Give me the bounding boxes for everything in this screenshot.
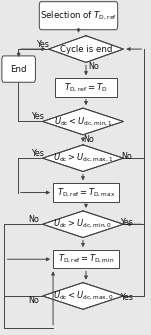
Polygon shape bbox=[43, 211, 123, 238]
Text: No: No bbox=[29, 215, 40, 224]
Text: $U_{\mathrm{dc}} < U_{\mathrm{dc,max,0}}$: $U_{\mathrm{dc}} < U_{\mathrm{dc,max,0}}… bbox=[53, 290, 113, 302]
FancyBboxPatch shape bbox=[2, 56, 35, 82]
Text: No: No bbox=[88, 62, 99, 71]
Text: $U_{\mathrm{dc}} > U_{\mathrm{dc,max,1}}$: $U_{\mathrm{dc}} > U_{\mathrm{dc,max,1}}… bbox=[53, 152, 113, 164]
Text: End: End bbox=[10, 65, 27, 74]
Text: $T_{\mathrm{D,ref}} = T_{\mathrm{D,max}}$: $T_{\mathrm{D,ref}} = T_{\mathrm{D,max}}… bbox=[57, 186, 115, 199]
Polygon shape bbox=[43, 283, 123, 309]
FancyBboxPatch shape bbox=[55, 78, 117, 96]
Text: Yes: Yes bbox=[31, 112, 44, 121]
Text: Selection of $T_{\mathrm{D,ref}}$: Selection of $T_{\mathrm{D,ref}}$ bbox=[40, 10, 117, 22]
FancyBboxPatch shape bbox=[53, 183, 119, 202]
Polygon shape bbox=[43, 145, 123, 172]
Text: Yes: Yes bbox=[120, 218, 133, 227]
Text: No: No bbox=[84, 135, 94, 144]
Text: Yes: Yes bbox=[36, 40, 49, 49]
Text: Cycle is end: Cycle is end bbox=[60, 45, 112, 54]
FancyBboxPatch shape bbox=[53, 250, 119, 268]
Text: No: No bbox=[29, 296, 40, 306]
Polygon shape bbox=[43, 108, 123, 135]
Text: Yes: Yes bbox=[120, 293, 133, 302]
Text: $T_{\mathrm{D,ref}} = T_{\mathrm{D}}$: $T_{\mathrm{D,ref}} = T_{\mathrm{D}}$ bbox=[64, 81, 108, 93]
Text: $U_{\mathrm{dc}} < U_{\mathrm{dc,min,1}}$: $U_{\mathrm{dc}} < U_{\mathrm{dc,min,1}}… bbox=[54, 115, 112, 128]
Text: Yes: Yes bbox=[31, 149, 44, 158]
Text: $T_{\mathrm{D,ref}} = T_{\mathrm{D,min}}$: $T_{\mathrm{D,ref}} = T_{\mathrm{D,min}}… bbox=[58, 253, 114, 265]
Text: No: No bbox=[121, 152, 132, 161]
FancyBboxPatch shape bbox=[39, 2, 118, 30]
Text: $U_{\mathrm{dc}} > U_{\mathrm{dc,min,0}}$: $U_{\mathrm{dc}} > U_{\mathrm{dc,min,0}}… bbox=[53, 218, 112, 230]
Polygon shape bbox=[49, 36, 123, 62]
